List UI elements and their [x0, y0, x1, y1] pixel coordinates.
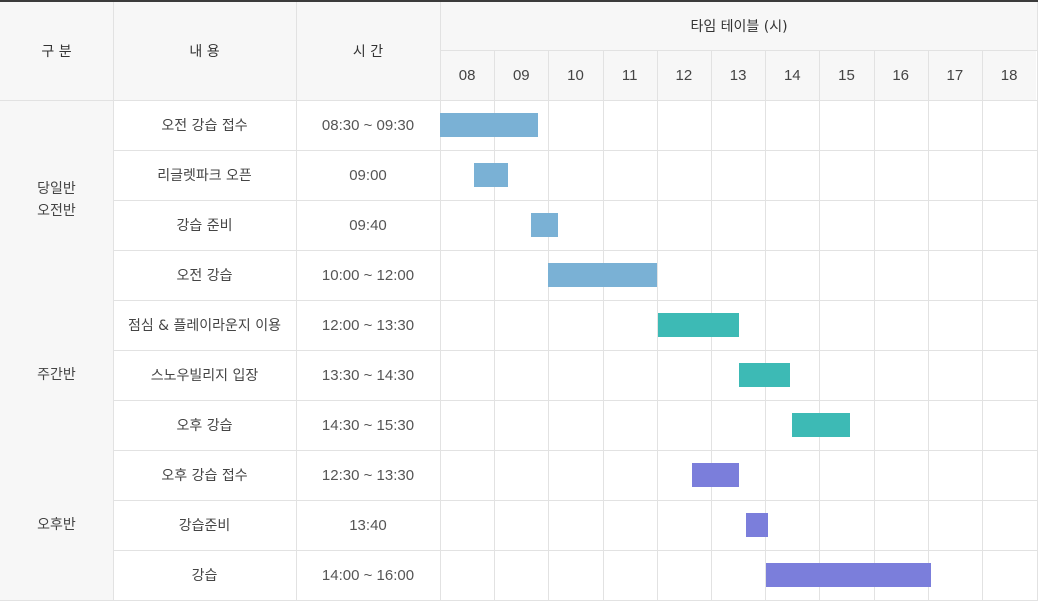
row-time: 10:00 ~ 12:00: [321, 266, 415, 284]
group-label-line: 당일반: [37, 181, 76, 197]
row-time: 08:30 ~ 09:30: [321, 116, 415, 134]
grid-line-horizontal: [0, 100, 1038, 101]
schedule-bar: [473, 163, 508, 187]
row-content: 오후 강습 접수: [161, 468, 248, 484]
row-time: 14:30 ~ 15:30: [321, 416, 415, 434]
group-label: 오후반: [0, 450, 113, 600]
grid-line-vertical: [927, 50, 929, 600]
grid-line-horizontal: [113, 400, 1038, 401]
row-content: 오후 강습: [176, 418, 233, 434]
grid-line-horizontal: [113, 350, 1038, 351]
group-label-line: 오전반: [37, 203, 76, 219]
hour-header-cell: 16: [873, 50, 928, 100]
header-time: 시 간: [296, 2, 440, 100]
row-content: 강습 준비: [176, 218, 233, 234]
row-time: 09:40: [349, 216, 387, 234]
schedule-bar: [440, 113, 538, 137]
grid-line-vertical: [656, 50, 658, 600]
hour-header-cell: 17: [927, 50, 982, 100]
top-border: [0, 0, 1038, 2]
hour-header-cell: 08: [440, 50, 495, 100]
hour-header-cell: 14: [765, 50, 820, 100]
hour-header-cell: 10: [548, 50, 603, 100]
group-label-line: 오후반: [37, 517, 76, 533]
grid-line-horizontal: [0, 450, 1038, 451]
grid-line-horizontal: [113, 500, 1038, 501]
header-content: 내 용: [113, 2, 296, 100]
grid-line-horizontal: [113, 250, 1038, 251]
row-content: 강습: [191, 568, 218, 584]
row-time: 12:30 ~ 13:30: [321, 466, 415, 484]
row-time: 12:00 ~ 13:30: [321, 316, 415, 334]
row-time: 09:00: [349, 166, 387, 184]
grid-line-vertical: [982, 50, 983, 600]
grid-line-horizontal: [113, 150, 1038, 151]
grid-line-vertical: [494, 50, 496, 600]
row-content: 리글렛파크 오픈: [157, 168, 252, 184]
hour-header-cell: 13: [711, 50, 766, 100]
grid-line-horizontal: [0, 300, 1038, 301]
row-time: 13:40: [349, 516, 387, 534]
schedule-bar: [548, 263, 657, 287]
header-category: 구 분: [0, 2, 113, 100]
schedule-bar: [657, 313, 740, 337]
grid-line-horizontal: [440, 50, 1038, 51]
schedule-bar: [531, 213, 559, 237]
grid-line-vertical: [440, 2, 441, 600]
group-label-line: 주간반: [37, 367, 76, 383]
row-content: 오전 강습: [176, 268, 233, 284]
schedule-bar: [739, 363, 790, 387]
hour-header-cell: 11: [602, 50, 657, 100]
schedule-bar: [766, 563, 931, 587]
group-label: 주간반: [0, 300, 113, 450]
grid-line-vertical: [113, 2, 114, 600]
hour-header-cell: 15: [819, 50, 874, 100]
schedule-bar: [792, 413, 851, 437]
row-content: 오전 강습 접수: [161, 118, 248, 134]
hour-header-cell: 09: [494, 50, 549, 100]
grid-line-vertical: [296, 2, 297, 600]
grid-line-vertical: [548, 50, 550, 600]
row-content: 점심 & 플레이라운지 이용: [127, 318, 282, 334]
grid-line-vertical: [873, 50, 875, 600]
header-timetable: 타임 테이블 (시): [440, 2, 1038, 50]
hour-header-cell: 18: [982, 50, 1037, 100]
row-time: 14:00 ~ 16:00: [321, 566, 415, 584]
schedule-bar: [692, 463, 740, 487]
grid-line-horizontal: [113, 200, 1038, 201]
hour-header-cell: 12: [656, 50, 711, 100]
schedule-bar: [746, 513, 768, 537]
grid-line-vertical: [765, 50, 767, 600]
row-content: 스노우빌리지 입장: [150, 368, 259, 384]
grid-line-vertical: [819, 50, 821, 600]
row-content: 강습준비: [178, 518, 231, 534]
grid-line-horizontal: [113, 550, 1038, 551]
row-time: 13:30 ~ 14:30: [321, 366, 415, 384]
grid-line-vertical: [602, 50, 604, 600]
